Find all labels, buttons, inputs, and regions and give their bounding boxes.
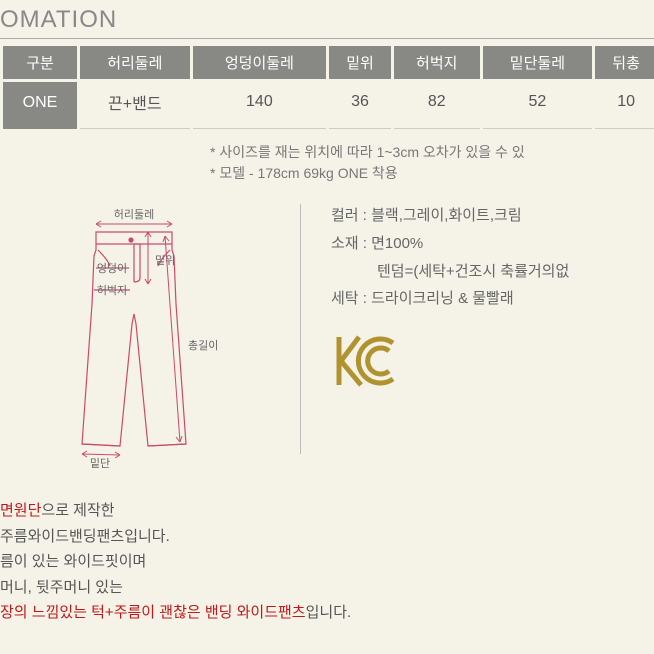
row-header: ONE xyxy=(3,82,77,129)
col-header: 허벅지 xyxy=(394,46,480,79)
diagram-label-waist: 허리둘레 xyxy=(114,208,154,221)
diagram-label-hip: 엉덩이 xyxy=(97,262,127,275)
col-header: 엉덩이둘레 xyxy=(193,46,327,79)
material-value: 면100% xyxy=(371,235,423,252)
col-header: 뒤총 xyxy=(595,46,654,79)
desc-text: 으로 제작한 xyxy=(41,502,114,519)
table-header-row: 구분 허리둘레 엉덩이둘레 밑위 허벅지 밑단둘레 뒤총 xyxy=(3,46,654,79)
cell: 140 xyxy=(193,82,327,129)
cell: 끈+밴드 xyxy=(80,82,190,129)
pants-diagram: 허리둘레 엉덩이 밑위 허벅지 총길이 밑단 xyxy=(0,194,280,474)
size-notes: * 사이즈를 재는 위치에 따라 1~3cm 오차가 있을 수 있 * 모델 -… xyxy=(210,142,654,184)
material-note: 텐덤=(세탁+건조시 축률거의없 xyxy=(331,258,569,286)
cell: 36 xyxy=(329,82,391,129)
desc-text: 름이 있는 와이드핏이며 xyxy=(0,549,654,575)
desc-text: 입니다. xyxy=(306,604,352,621)
diagram-label-rise: 밑위 xyxy=(155,254,175,267)
desc-highlight: 장의 느낌있는 턱+주름이 괜찮은 밴딩 와이드팬츠 xyxy=(0,604,306,621)
color-value: 블랙,그레이,화이트,크림 xyxy=(371,207,522,224)
col-header: 허리둘레 xyxy=(80,46,190,79)
note-line: * 사이즈를 재는 위치에 따라 1~3cm 오차가 있을 수 있 xyxy=(210,142,654,163)
diagram-label-hem: 밑단 xyxy=(90,457,110,470)
color-label: 컬러 : xyxy=(331,207,367,224)
cell: 82 xyxy=(394,82,480,129)
section-title: OMATION xyxy=(0,0,654,39)
desc-text: 머니, 뒷주머니 있는 xyxy=(0,575,654,601)
product-details: 컬러 : 블랙,그레이,화이트,크림 소재 : 면100% 텐덤=(세탁+건조시… xyxy=(331,194,569,399)
wash-value: 드라이크리닝 & 물빨래 xyxy=(371,290,514,307)
kc-mark-icon xyxy=(331,333,569,399)
wash-label: 세탁 : xyxy=(331,290,367,307)
size-table: 구분 허리둘레 엉덩이둘레 밑위 허벅지 밑단둘레 뒤총 ONE 끈+밴드 14… xyxy=(0,43,654,132)
vertical-divider xyxy=(300,204,301,454)
note-line: * 모델 - 178cm 69kg ONE 착용 xyxy=(210,163,654,184)
col-header: 밑위 xyxy=(329,46,391,79)
product-description: 면원단으로 제작한 주름와이드밴딩팬츠입니다. 름이 있는 와이드핏이며 머니,… xyxy=(0,498,654,626)
diagram-label-thigh: 허벅지 xyxy=(97,284,127,297)
material-label: 소재 : xyxy=(331,235,367,252)
col-header: 밑단둘레 xyxy=(483,46,593,79)
desc-text: 주름와이드밴딩팬츠입니다. xyxy=(0,524,654,550)
col-header: 구분 xyxy=(3,46,77,79)
table-row: ONE 끈+밴드 140 36 82 52 10 xyxy=(3,82,654,129)
cell: 10 xyxy=(595,82,654,129)
diagram-label-length: 총길이 xyxy=(188,339,218,352)
cell: 52 xyxy=(483,82,593,129)
desc-highlight: 면원단 xyxy=(0,502,41,519)
